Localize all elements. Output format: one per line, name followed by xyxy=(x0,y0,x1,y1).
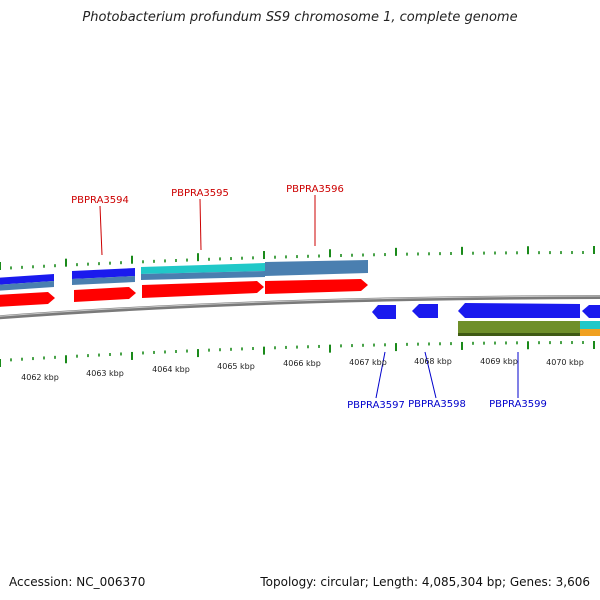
gene-label-top: PBPRA3596 xyxy=(286,184,344,195)
chromosome-backbone-highlight xyxy=(0,295,600,317)
scale-label: 4063 kbp xyxy=(86,369,124,378)
cds-arrow-reverse xyxy=(582,305,600,318)
feature-blue-1 xyxy=(0,274,54,285)
scale-labels: 4062 kbp 4063 kbp 4064 kbp 4065 kbp 4066… xyxy=(21,357,584,382)
cds-arrow-reverse xyxy=(412,304,438,318)
scale-label: 4068 kbp xyxy=(414,357,452,366)
cds-arrow-reverse xyxy=(458,303,580,318)
cds-arrow-forward xyxy=(74,287,136,302)
tick-row-top xyxy=(0,246,595,270)
feature-track-lower xyxy=(458,321,600,336)
feature-steel-2 xyxy=(72,276,135,285)
gene-label-bottom: PBPRA3598 xyxy=(408,399,466,410)
cds-arrow-reverse xyxy=(372,305,396,319)
accession-text: Accession: NC_006370 xyxy=(9,575,146,589)
reverse-cds-track xyxy=(372,303,600,319)
cds-arrow-forward xyxy=(0,292,55,307)
feature-cyan-2 xyxy=(580,321,600,329)
scale-label: 4070 kbp xyxy=(546,358,584,367)
gene-label-top: PBPRA3595 xyxy=(171,188,229,199)
forward-cds-track xyxy=(0,279,368,307)
gene-label-bottom: PBPRA3597 xyxy=(347,400,405,411)
feature-steel-1 xyxy=(0,281,54,291)
feature-olive xyxy=(458,321,580,336)
feature-cyan-1 xyxy=(141,263,265,274)
feature-blue-2 xyxy=(72,268,135,279)
feature-steel-4 xyxy=(265,260,368,276)
leader-line-pbpra3598 xyxy=(424,351,437,399)
feature-orange xyxy=(580,329,600,336)
leader-line-pbpra3594 xyxy=(99,205,103,256)
chromosome-backbone xyxy=(0,295,600,320)
label-leaders xyxy=(99,195,519,399)
feature-olive-edge xyxy=(458,333,580,336)
tick-row-bottom xyxy=(0,341,595,367)
scale-label: 4067 kbp xyxy=(349,358,387,367)
scale-label: 4064 kbp xyxy=(152,365,190,374)
feature-steel-3 xyxy=(141,271,265,280)
gene-label-bottom: PBPRA3599 xyxy=(489,399,547,410)
scale-label: 4062 kbp xyxy=(21,373,59,382)
feature-track-upper xyxy=(0,260,368,291)
scale-label: 4066 kbp xyxy=(283,359,321,368)
scale-label: 4065 kbp xyxy=(217,362,255,371)
scale-label: 4069 kbp xyxy=(480,357,518,366)
leader-line-pbpra3597 xyxy=(375,351,386,399)
cds-arrow-forward xyxy=(265,279,368,294)
map-title: Photobacterium profundum SS9 chromosome … xyxy=(82,10,518,25)
cds-arrow-forward xyxy=(142,281,264,298)
leader-line-pbpra3595 xyxy=(199,198,202,251)
gene-label-top: PBPRA3594 xyxy=(71,195,129,206)
genome-summary-text: Topology: circular; Length: 4,085,304 bp… xyxy=(260,575,590,589)
